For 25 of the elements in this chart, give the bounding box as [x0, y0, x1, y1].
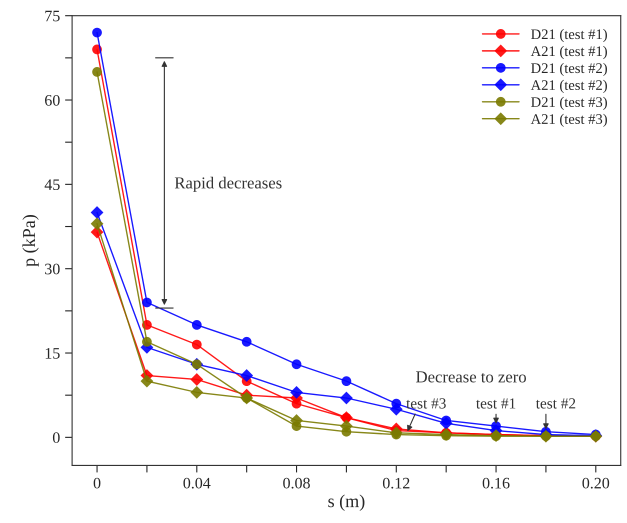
x-tick-label: 0.12: [382, 478, 410, 489]
annotation: test #2: [536, 398, 576, 409]
legend-label: D21 (test #2): [531, 62, 607, 76]
y-tick-label: 30: [45, 264, 60, 274]
legend-label: A21 (test #3): [530, 114, 607, 127]
annotation: Rapid decreases: [174, 176, 282, 192]
legend-label: D21 (test #1): [531, 28, 607, 42]
annotation: Decrease to zero: [416, 371, 526, 382]
legend-label: D21 (test #3): [531, 96, 607, 110]
annotation: test #3: [406, 398, 446, 409]
x-tick-label: 0.20: [582, 478, 610, 489]
x-axis-title: s (m): [328, 494, 364, 511]
y-axis-title: p (kPa): [22, 215, 39, 267]
annotation: test #1: [476, 398, 516, 409]
x-tick-label: 0: [94, 478, 100, 489]
y-tick-label: 15: [46, 348, 60, 359]
y-tick-label: 75: [45, 10, 60, 22]
x-tick-label: 0.04: [183, 478, 211, 489]
y-tick-label: 0: [52, 432, 60, 444]
x-tick-label: 0.16: [482, 478, 510, 489]
y-tick-label: 45: [44, 179, 60, 190]
x-tick-label: 0.08: [283, 478, 310, 489]
legend-label: A21 (test #1): [530, 46, 607, 60]
legend-label: A21 (test #2): [530, 80, 607, 94]
y-tick-label: 60: [45, 94, 60, 106]
